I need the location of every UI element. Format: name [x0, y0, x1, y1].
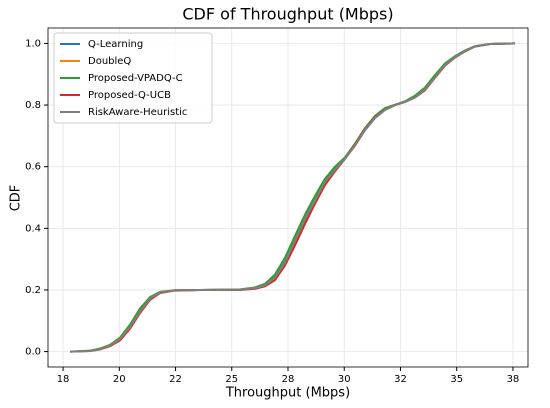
legend-label: Proposed-Q-UCB — [88, 90, 171, 101]
x-tick-label: 22 — [169, 374, 182, 385]
x-tick-label: 32 — [394, 374, 407, 385]
y-tick-label: 0.6 — [25, 162, 41, 173]
legend: Q-Learning DoubleQ Proposed-VPADQ-C Propose… — [53, 32, 213, 124]
legend-label: Proposed-VPADQ-C — [88, 73, 183, 84]
y-tick-label: 1.0 — [25, 38, 41, 49]
x-tick-label: 38 — [507, 374, 520, 385]
x-tick-label: 18 — [57, 374, 70, 385]
series-line — [69, 42, 515, 353]
chart-title: CDF of Throughput (Mbps) — [182, 5, 393, 24]
y-tick-label: 0.4 — [25, 223, 41, 234]
y-tick-label: 0.8 — [25, 100, 41, 111]
legend-label: Q-Learning — [88, 39, 143, 50]
legend-label: RiskAware-Heuristic — [88, 107, 187, 118]
legend-label: DoubleQ — [88, 56, 131, 67]
y-axis-label: CDF — [9, 185, 24, 212]
legend-box — [53, 32, 213, 124]
x-tick-label: 30 — [338, 374, 351, 385]
x-tick-label: 28 — [282, 374, 295, 385]
x-tick-label: 25 — [225, 374, 238, 385]
x-axis-label: Throughput (Mbps) — [225, 386, 350, 401]
y-tick-label: 0.0 — [25, 347, 41, 358]
y-tick-label: 0.2 — [25, 285, 41, 296]
plot-frame — [47, 27, 529, 368]
x-tick-label: 20 — [113, 374, 126, 385]
series-line — [70, 42, 515, 353]
x-tick-label: 35 — [450, 374, 463, 385]
